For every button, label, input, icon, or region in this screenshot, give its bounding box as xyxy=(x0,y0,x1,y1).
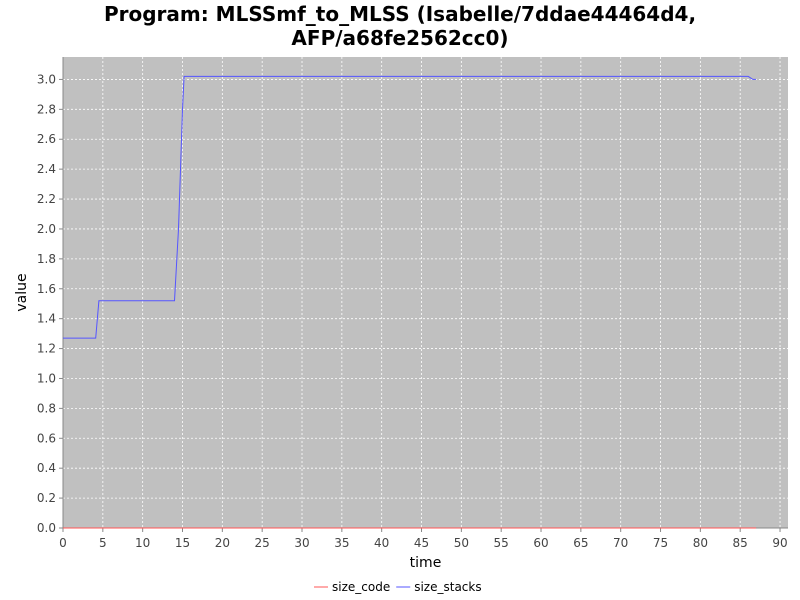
x-tick-label: 85 xyxy=(733,536,748,550)
y-tick-label: 2.8 xyxy=(37,102,56,116)
y-tick-label: 0.8 xyxy=(37,401,56,415)
x-tick-label: 55 xyxy=(494,536,509,550)
y-tick-label: 1.8 xyxy=(37,252,56,266)
y-tick-label: 1.4 xyxy=(37,312,56,326)
x-tick-label: 25 xyxy=(255,536,270,550)
y-tick-label: 1.2 xyxy=(37,342,56,356)
x-tick-label: 60 xyxy=(533,536,548,550)
x-tick-label: 90 xyxy=(772,536,787,550)
x-tick-label: 65 xyxy=(573,536,588,550)
series-layer xyxy=(63,75,757,529)
x-tick-label: 0 xyxy=(59,536,67,550)
y-tick-label: 2.2 xyxy=(37,192,56,206)
x-tick-label: 15 xyxy=(175,536,190,550)
x-tick-label: 30 xyxy=(294,536,309,550)
y-tick-label: 0.4 xyxy=(37,461,56,475)
plot-area xyxy=(63,57,788,528)
chart-title: Program: MLSSmf_to_MLSS (Isabelle/7ddae4… xyxy=(0,2,800,50)
x-tick-label: 75 xyxy=(653,536,668,550)
y-tick-label: 2.4 xyxy=(37,162,56,176)
chart-title-line-1: Program: MLSSmf_to_MLSS (Isabelle/7ddae4… xyxy=(103,2,697,26)
legend-item-size_code: size_code xyxy=(314,580,390,594)
x-tick-label: 5 xyxy=(99,536,107,550)
legend-label: size_code xyxy=(332,580,390,594)
series-line-size_stacks xyxy=(63,75,757,339)
x-tick-label: 35 xyxy=(334,536,349,550)
y-tick-label: 2.0 xyxy=(37,222,56,236)
y-tick-label: 0.2 xyxy=(37,491,56,505)
x-tick-label: 80 xyxy=(693,536,708,550)
legend-item-size_stacks: size_stacks xyxy=(396,580,482,594)
grid xyxy=(62,57,788,529)
y-tick-label: 2.6 xyxy=(37,132,56,146)
x-axis-title: time xyxy=(410,555,442,571)
x-tick-label: 70 xyxy=(613,536,628,550)
y-tick-label: 0.0 xyxy=(37,521,56,535)
x-tick-label: 10 xyxy=(135,536,150,550)
y-tick-label: 1.0 xyxy=(37,371,56,385)
x-tick-label: 50 xyxy=(454,536,469,550)
y-tick-label: 0.6 xyxy=(37,431,56,445)
chart-title-line-2: AFP/a68fe2562cc0) xyxy=(291,26,509,50)
y-tick-label: 3.0 xyxy=(37,72,56,86)
x-tick-label: 40 xyxy=(374,536,389,550)
legend: size_code size_stacks xyxy=(314,580,482,594)
y-axis-title: value xyxy=(14,273,30,311)
x-tick-label: 20 xyxy=(215,536,230,550)
legend-label: size_stacks xyxy=(414,580,481,594)
x-tick-label: 45 xyxy=(414,536,429,550)
y-tick-label: 1.6 xyxy=(37,282,56,296)
